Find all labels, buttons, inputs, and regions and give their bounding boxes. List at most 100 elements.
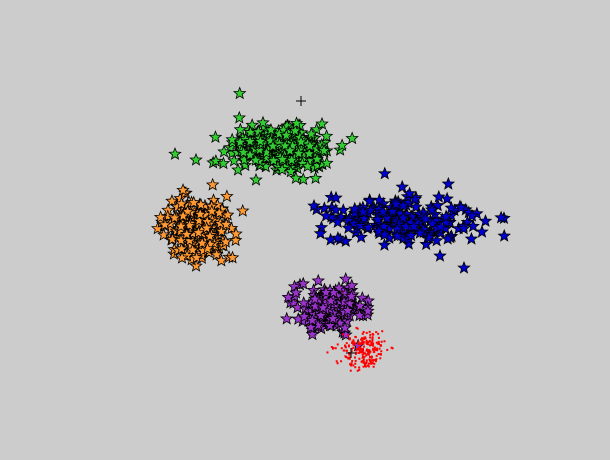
scatter-point xyxy=(335,138,349,152)
scatter-point xyxy=(219,217,233,231)
scatter-point xyxy=(344,345,347,348)
scatter-point xyxy=(347,201,362,215)
scatter-point xyxy=(357,348,360,351)
scatter-point xyxy=(361,356,364,359)
scatter-point xyxy=(361,341,364,344)
scatter-point xyxy=(233,135,247,149)
scatter-point xyxy=(296,296,311,309)
scatter-point xyxy=(362,361,365,364)
scatter-point xyxy=(368,330,371,333)
scatter-point xyxy=(360,341,363,344)
scatter-point xyxy=(372,350,375,353)
scatter-point xyxy=(168,147,182,160)
scatter-point xyxy=(307,198,321,212)
scatter-point xyxy=(352,346,355,349)
scatter-point xyxy=(375,348,378,351)
scatter-point xyxy=(174,219,188,233)
scatter-point xyxy=(227,153,241,167)
scatter-point xyxy=(373,346,376,349)
scatter-point xyxy=(205,204,219,218)
scatter-point xyxy=(319,208,333,222)
scatter-point xyxy=(371,224,386,237)
scatter-point xyxy=(220,207,235,221)
scatter-point xyxy=(440,231,455,245)
scatter-point xyxy=(457,260,471,274)
scatter-point xyxy=(330,215,345,228)
scatter-point xyxy=(354,362,357,365)
scatter-point xyxy=(340,303,355,317)
scatter-point xyxy=(396,210,411,224)
scatter-point xyxy=(352,364,355,367)
scatter-point xyxy=(370,344,373,347)
scatter-point xyxy=(377,342,380,345)
scatter-point xyxy=(174,233,188,247)
scatter-point xyxy=(324,293,338,307)
annotation-layer xyxy=(296,96,356,358)
scatter-point xyxy=(365,361,368,364)
scatter-point xyxy=(203,229,217,243)
scatter-point xyxy=(372,359,375,362)
scatter-point xyxy=(362,194,377,207)
scatter-point xyxy=(358,350,361,353)
scatter-point xyxy=(245,118,259,131)
scatter-point xyxy=(357,343,360,345)
scatter-point xyxy=(361,220,376,234)
scatter-point xyxy=(334,347,337,350)
scatter-point xyxy=(231,162,245,176)
scatter-point xyxy=(256,115,270,129)
scatter-point xyxy=(360,348,363,351)
scatter-point xyxy=(377,237,392,251)
scatter-point xyxy=(303,139,317,152)
scatter-point xyxy=(338,272,353,285)
scatter-point xyxy=(189,258,203,272)
scatter-point xyxy=(232,110,247,124)
scatter-point xyxy=(275,152,290,166)
scatter-point xyxy=(289,285,303,299)
scatter-point xyxy=(361,351,364,353)
scatter-point xyxy=(349,363,352,366)
scatter-point xyxy=(350,364,352,367)
scatter-point xyxy=(379,357,382,360)
scatter-point xyxy=(368,339,371,342)
scatter-point xyxy=(186,195,201,209)
scatter-point xyxy=(369,350,372,353)
scatter-point xyxy=(365,354,368,357)
scatter-point xyxy=(377,336,380,339)
scatter-point xyxy=(361,347,364,350)
scatter-point xyxy=(350,350,353,353)
scatter-point xyxy=(331,347,334,350)
scatter-point xyxy=(326,311,340,325)
scatter-point xyxy=(362,331,365,334)
scatter-point xyxy=(376,204,390,218)
scatter-point xyxy=(370,359,373,362)
scatter-point xyxy=(214,224,229,238)
scatter-point xyxy=(385,204,400,218)
scatter-point xyxy=(372,347,375,350)
scatter-point xyxy=(340,360,343,363)
scatter-point xyxy=(380,211,394,224)
scatter-point xyxy=(365,349,368,352)
scatter-point xyxy=(355,351,358,354)
scatter-point xyxy=(375,347,378,350)
scatter-series-3 xyxy=(279,272,375,352)
scatter-point xyxy=(369,360,372,363)
scatter-point xyxy=(367,353,370,356)
scatter-point xyxy=(376,349,379,352)
scatter-point xyxy=(364,365,367,368)
scatter-point xyxy=(365,342,368,345)
scatter-point xyxy=(408,192,422,206)
scatter-point xyxy=(374,358,377,361)
scatter-point xyxy=(364,337,367,340)
scatter-series-2 xyxy=(307,166,511,274)
scatter-point xyxy=(365,331,368,334)
scatter-point xyxy=(323,318,337,332)
scatter-point xyxy=(407,219,421,233)
scatter-point xyxy=(199,220,214,234)
scatter-point xyxy=(165,194,179,207)
scatter-point xyxy=(305,313,320,327)
scatter-point xyxy=(465,208,479,222)
scatter-point xyxy=(371,333,374,336)
scatter-point xyxy=(304,126,319,140)
scatter-point xyxy=(345,278,359,292)
scatter-point xyxy=(345,342,348,345)
